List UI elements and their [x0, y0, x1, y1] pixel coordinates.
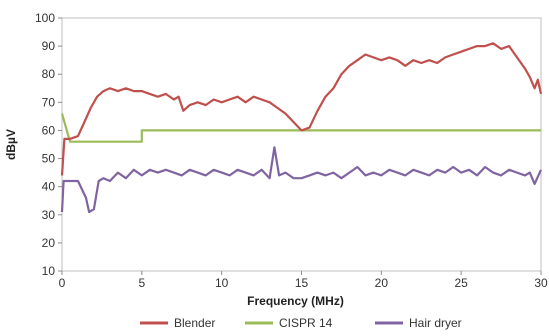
y-tick-label: 40	[42, 180, 56, 194]
x-tick-label: 15	[295, 276, 309, 290]
series-group	[60, 42, 543, 214]
series-line-cispr-14	[60, 113, 541, 143]
x-axis-title: Frequency (MHz)	[247, 294, 344, 308]
series-line-blender	[60, 42, 543, 176]
y-tick-label: 100	[35, 11, 55, 25]
legend-label: CISPR 14	[279, 316, 333, 330]
x-tick-label: 30	[534, 276, 548, 290]
y-tick-label: 70	[42, 95, 56, 109]
y-axis-title: dBµV	[4, 129, 18, 160]
y-tick-label: 90	[42, 39, 56, 53]
y-tick-label: 10	[42, 264, 56, 278]
series-line-hair-dryer	[60, 146, 543, 214]
legend: Blender CISPR 14 Hair dryer	[140, 316, 462, 330]
axes: 10 20 30 40 50 60 70 80 90 100 0 5 10 15 20 25 30	[35, 11, 548, 290]
legend-label: Hair dryer	[409, 316, 462, 330]
y-tick-label: 80	[42, 67, 56, 81]
x-tick-label: 20	[375, 276, 389, 290]
y-tick-label: 50	[42, 152, 56, 166]
plot-frame	[61, 17, 542, 272]
y-tick-label: 60	[42, 123, 56, 137]
y-tick-label: 20	[42, 236, 56, 250]
x-tick-label: 10	[215, 276, 229, 290]
legend-label: Blender	[174, 316, 215, 330]
plot-area	[61, 17, 542, 272]
x-tick-label: 25	[454, 276, 468, 290]
x-tick-label: 5	[138, 276, 145, 290]
y-tick-label: 30	[42, 208, 56, 222]
x-tick-label: 0	[59, 276, 66, 290]
